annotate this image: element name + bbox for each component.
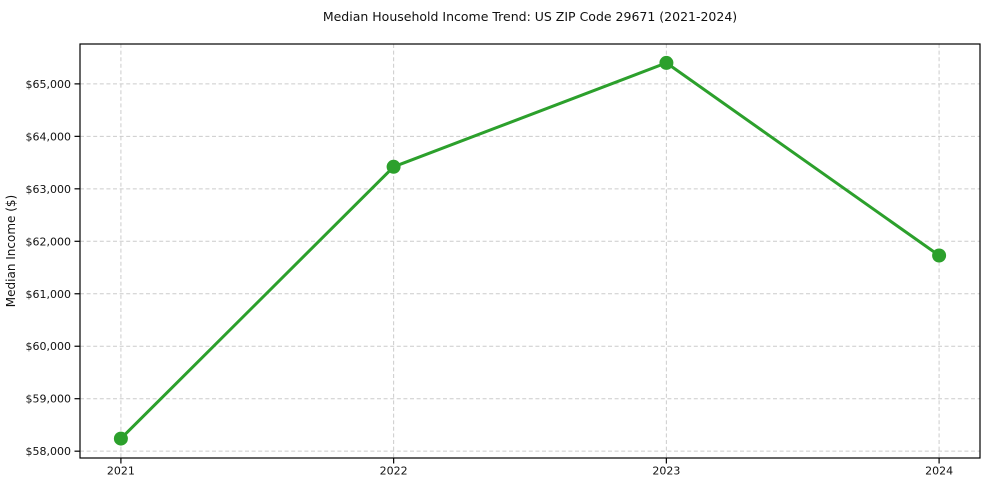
data-point-2021 [113, 431, 128, 446]
plot-border [79, 43, 981, 459]
y-axis-label: Median Income ($) [4, 195, 18, 307]
data-point-2022 [386, 159, 401, 174]
trend-line [119, 61, 941, 441]
chart-title: Median Household Income Trend: US ZIP Co… [323, 9, 737, 24]
y-tick-label: $63,000 [26, 183, 72, 196]
x-tick-labels: 2021 2022 2023 2024 [107, 465, 953, 478]
x-tick-label: 2023 [652, 465, 680, 478]
y-tick-label: $62,000 [26, 235, 72, 248]
y-tick-label: $59,000 [26, 393, 72, 406]
y-tick-label: $64,000 [26, 130, 72, 143]
y-tick-label: $60,000 [26, 340, 72, 353]
x-tick-label: 2021 [107, 465, 135, 478]
income-line-series [113, 55, 947, 446]
gridlines [80, 44, 980, 458]
y-tick-labels: $58,000 $59,000 $60,000 $61,000 $62,000 $63,0… [26, 78, 72, 458]
y-tick-label: $65,000 [26, 78, 72, 91]
x-tick-label: 2022 [380, 465, 408, 478]
axis-ticks [74, 83, 940, 464]
data-point-2023 [659, 55, 674, 70]
y-tick-label: $58,000 [26, 445, 72, 458]
x-tick-label: 2024 [925, 465, 953, 478]
y-tick-label: $61,000 [26, 288, 72, 301]
data-point-2024 [932, 248, 947, 263]
